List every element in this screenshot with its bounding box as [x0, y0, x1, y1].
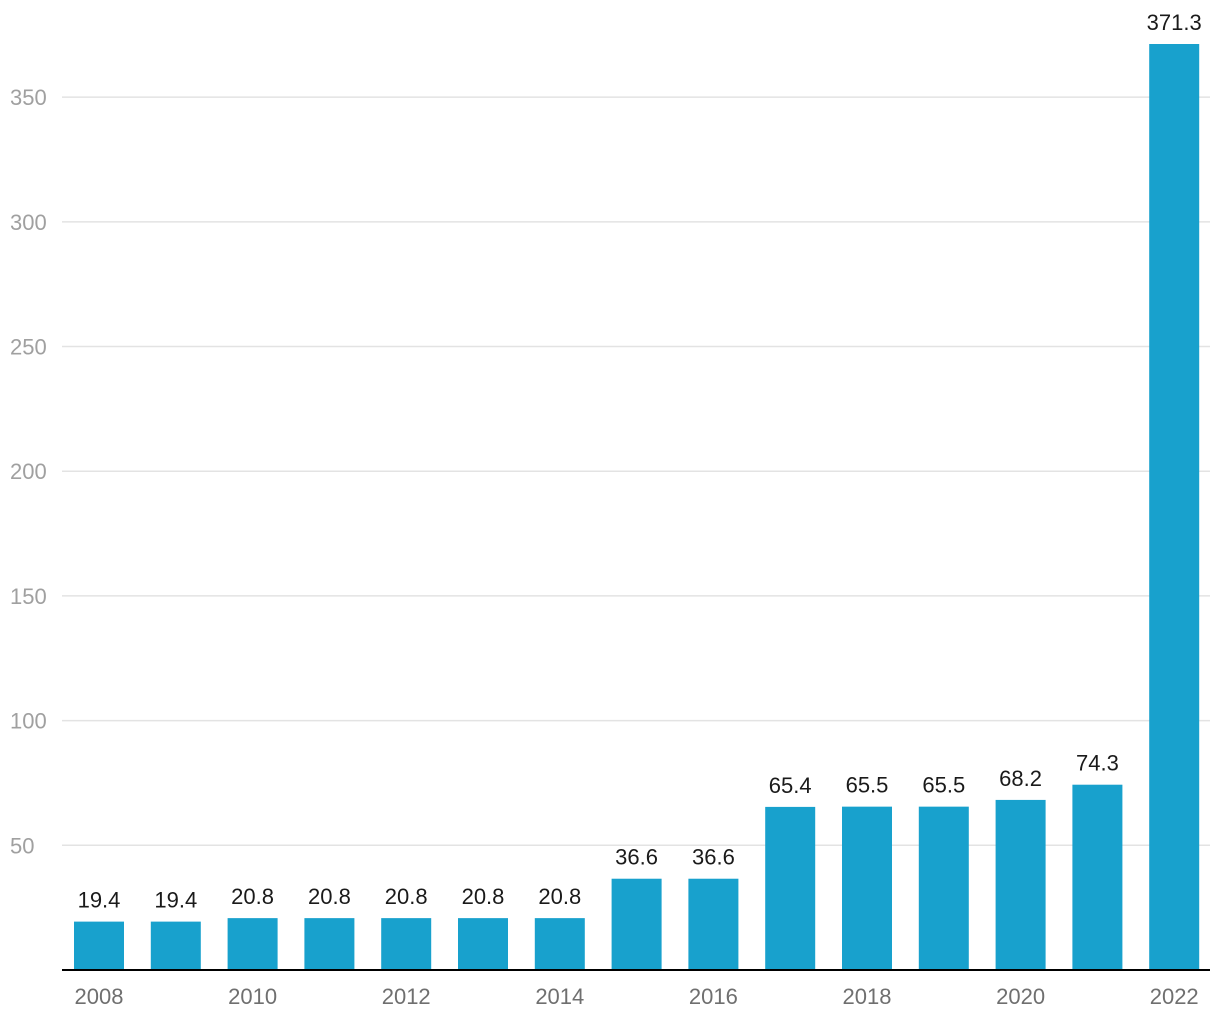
y-tick-label: 300: [10, 210, 47, 235]
grid-lines: [62, 96, 1210, 847]
data-label-2021: 74.3: [1076, 751, 1119, 776]
y-tick-label: 250: [10, 335, 47, 360]
y-tick-label: 200: [10, 459, 47, 484]
data-label-2017: 65.4: [769, 773, 812, 798]
data-label-2019: 65.5: [922, 773, 965, 798]
bar-2010: [227, 918, 278, 970]
y-axis: 50 100 150 200 250 300 350: [10, 85, 47, 858]
x-tick-label-2020: 2020: [996, 984, 1045, 1009]
data-label-2008: 19.4: [78, 888, 121, 913]
bar-2019: [918, 806, 969, 970]
y-tick-label: 100: [10, 709, 47, 734]
y-tick-label: 150: [10, 584, 47, 609]
bar-2008: [74, 921, 124, 970]
data-label-2013: 20.8: [462, 884, 505, 909]
data-labels: 19.4 19.4 20.8 20.8 20.8 20.8 20.8 36.6 36.6 65.4…: [78, 10, 1202, 913]
y-tick-label: 350: [10, 85, 47, 110]
x-tick-label-2018: 2018: [843, 984, 892, 1009]
data-label-2011: 20.8: [308, 884, 351, 909]
bar-2018: [842, 806, 892, 970]
bar-2022: [1149, 44, 1200, 970]
bar-2009: [150, 921, 201, 970]
x-axis: 2008 2010 2012 2014 2016 2018 2020 2022: [62, 969, 1210, 1009]
data-label-2018: 65.5: [846, 773, 889, 798]
bars: [74, 44, 1200, 970]
x-tick-label-2022: 2022: [1150, 984, 1199, 1009]
bar-2021: [1072, 784, 1123, 970]
bar-2013: [458, 918, 508, 970]
x-tick-label-2008: 2008: [75, 984, 124, 1009]
x-tick-label-2010: 2010: [228, 984, 277, 1009]
data-label-2014: 20.8: [538, 884, 581, 909]
x-tick-label-2016: 2016: [689, 984, 738, 1009]
y-tick-label: 50: [10, 833, 34, 858]
data-label-2022: 371.3: [1147, 10, 1202, 35]
bar-2011: [304, 918, 355, 970]
data-label-2016: 36.6: [692, 845, 735, 870]
data-label-2010: 20.8: [231, 884, 274, 909]
data-label-2020: 68.2: [999, 766, 1042, 791]
bar-2020: [995, 799, 1046, 970]
bar-2012: [381, 918, 432, 970]
bar-2015: [611, 878, 662, 970]
data-label-2015: 36.6: [615, 845, 658, 870]
data-label-2012: 20.8: [385, 884, 428, 909]
data-label-2009: 19.4: [154, 888, 197, 913]
x-tick-label-2012: 2012: [382, 984, 431, 1009]
bar-2014: [534, 918, 585, 970]
x-tick-label-2014: 2014: [535, 984, 584, 1009]
bar-2016: [688, 878, 739, 970]
bar-2017: [765, 806, 816, 970]
